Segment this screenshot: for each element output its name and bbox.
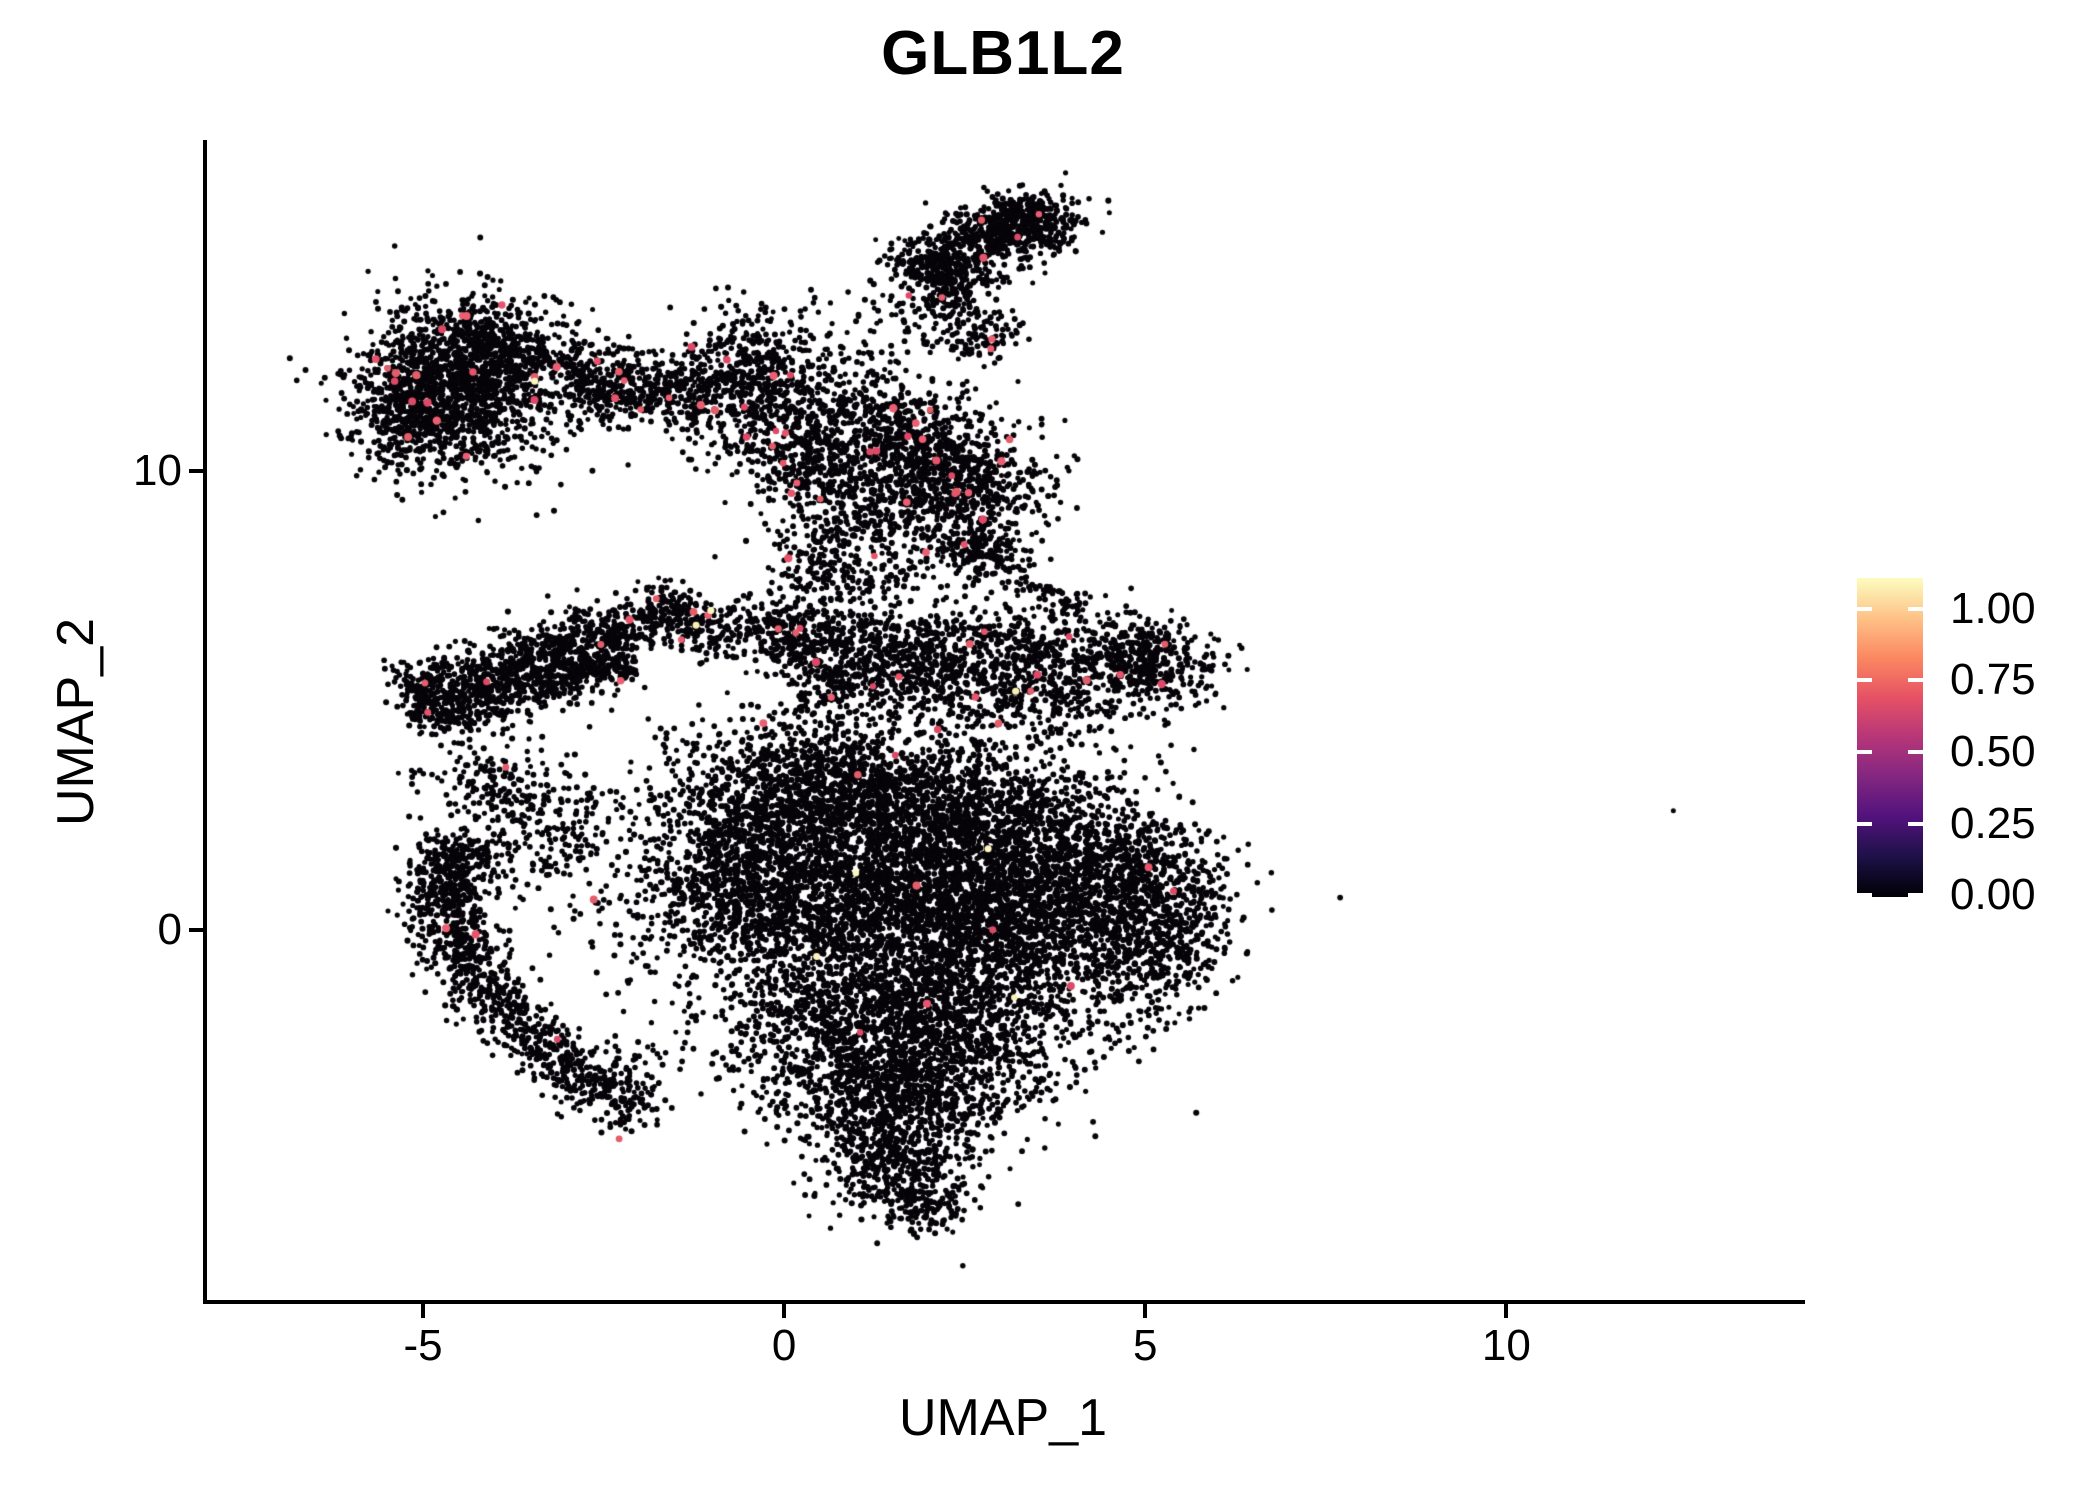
legend-tick-mark	[1908, 893, 1923, 898]
legend-tick-label: 1.00	[1950, 583, 2036, 633]
legend-tick-mark	[1908, 750, 1923, 754]
x-tick-mark	[782, 1304, 787, 1318]
legend-tick-mark	[1908, 678, 1923, 683]
legend-tick-label: 0.25	[1950, 798, 2036, 848]
legend-tick-label: 0.00	[1950, 870, 2036, 920]
x-tick-mark	[421, 1304, 426, 1318]
y-axis-title: UMAP_2	[47, 617, 105, 827]
x-tick-label: 0	[771, 1321, 797, 1370]
x-axis-title: UMAP_1	[898, 1389, 1108, 1447]
legend-tick-mark	[1857, 678, 1872, 683]
x-tick-mark	[1143, 1304, 1148, 1318]
y-axis-line	[203, 140, 207, 1304]
x-axis-line	[203, 1300, 1805, 1304]
y-tick-label: 10	[133, 446, 182, 496]
y-tick-label: 0	[157, 905, 182, 955]
legend-tick-label: 0.50	[1950, 727, 2036, 776]
legend-colorbar	[1857, 578, 1923, 898]
legend-tick-mark	[1908, 606, 1923, 611]
y-tick-mark	[189, 928, 203, 933]
scatter-points-canvas	[205, 142, 1801, 1302]
legend-tick-mark	[1908, 821, 1923, 826]
legend-tick-mark	[1857, 750, 1872, 754]
legend-tick-mark	[1857, 606, 1872, 611]
legend-tick-label: 0.75	[1950, 655, 2036, 705]
legend-tick-mark	[1857, 821, 1872, 826]
x-tick-label: -5	[403, 1321, 443, 1370]
x-tick-label: 5	[1133, 1321, 1158, 1370]
x-tick-mark	[1504, 1304, 1509, 1318]
x-tick-label: 10	[1481, 1321, 1531, 1370]
y-tick-mark	[189, 469, 203, 474]
plot-title: GLB1L2	[881, 19, 1125, 88]
legend-tick-mark	[1857, 893, 1872, 898]
